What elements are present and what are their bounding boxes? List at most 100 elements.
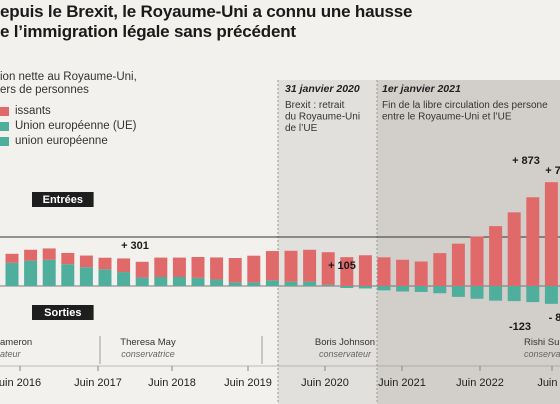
bar-eu [117, 272, 131, 286]
x-tick-label: Juin 2017 [74, 377, 122, 389]
bar-non-eu [321, 252, 335, 285]
pm-party: ateur [0, 349, 22, 359]
bar-eu [42, 259, 56, 286]
pm-name: Rishi Sun [524, 337, 560, 348]
legend-swatch [0, 107, 9, 116]
bar-non-eu [247, 255, 261, 283]
bar-eu [24, 260, 38, 286]
exits-label-bg [32, 305, 94, 320]
pm-name: ameron [0, 337, 32, 348]
bar-eu [526, 286, 540, 303]
exits-label: Sorties [44, 307, 81, 319]
pm-name: Boris Johnson [315, 337, 375, 348]
legend-swatch [0, 137, 9, 146]
x-tick-label: Juin 2021 [378, 377, 426, 389]
period-text: du Royaume-Uni [285, 112, 360, 123]
bar-non-eu [5, 253, 19, 263]
bar-eu [470, 286, 484, 299]
x-tick-label: Juin 2022 [456, 377, 504, 389]
bar-non-eu [544, 182, 558, 286]
bar-eu [61, 264, 75, 286]
pm-party: conservateur [319, 349, 372, 359]
bar-non-eu [377, 257, 391, 286]
bar-eu [135, 277, 149, 286]
bar-eu [396, 286, 410, 292]
title-line-1: epuis le Brexit, le Royaume-Uni a connu … [0, 2, 413, 21]
bar-non-eu [303, 249, 317, 282]
bar-non-eu [117, 258, 131, 273]
data-label: -123 [509, 321, 531, 333]
x-tick-label: uin 2016 [0, 377, 41, 389]
bar-eu [340, 286, 354, 289]
bar-eu [284, 281, 298, 286]
legend-label: Union européenne (UE) [15, 120, 137, 132]
bar-non-eu [24, 249, 38, 261]
period-text: Fin de la libre circulation des persone [382, 100, 548, 111]
bar-eu [79, 267, 93, 286]
pm-party: conservat [524, 349, 560, 359]
bar-non-eu [210, 257, 224, 280]
entries-label: Entrées [43, 194, 83, 206]
bar-eu [191, 277, 205, 286]
bar-non-eu [414, 261, 428, 286]
legend-item-eu-2: union européenne [0, 134, 136, 149]
bar-non-eu [470, 236, 484, 286]
legend-swatch [0, 122, 9, 131]
bar-non-eu [526, 197, 540, 286]
period-text: entre le Royaume-Uni et l’UE [382, 112, 512, 123]
bar-non-eu [451, 243, 465, 286]
pm-party: conservatrice [121, 349, 175, 359]
bar-non-eu [284, 250, 298, 282]
bar-non-eu [358, 255, 372, 286]
x-tick-label: Juin 2018 [148, 377, 196, 389]
bar-eu [507, 286, 521, 302]
data-label: + 7 [545, 165, 560, 177]
bar-non-eu [191, 257, 205, 278]
subtitle-line-2: ers de personnes [0, 84, 89, 96]
bar-eu [321, 284, 335, 286]
bar-eu [5, 262, 19, 286]
x-tick-label: Juin 2 [537, 377, 560, 389]
data-label: - 8 [549, 312, 560, 324]
legend-label: union européenne [15, 135, 108, 147]
bar-non-eu [79, 255, 93, 268]
data-label: + 301 [121, 240, 149, 252]
bar-eu [433, 286, 447, 294]
pm-name: Theresa May [120, 337, 176, 348]
bar-eu [489, 286, 503, 301]
bar-eu [544, 286, 558, 304]
bar-eu [172, 277, 186, 286]
bar-non-eu [265, 251, 279, 281]
legend-item-eu: Union européenne (UE) [0, 119, 136, 134]
legend-item-non-eu: issants [0, 104, 136, 119]
period-date: 31 janvier 2020 [285, 83, 360, 95]
bar-non-eu [135, 261, 149, 278]
data-label: + 873 [512, 155, 540, 167]
x-tick-label: Juin 2020 [301, 377, 349, 389]
bar-eu [377, 286, 391, 291]
bar-eu [210, 279, 224, 286]
data-label: + 105 [328, 260, 356, 272]
x-tick-label: Juin 2019 [224, 377, 272, 389]
bar-eu [98, 269, 112, 286]
bar-non-eu [172, 257, 186, 278]
bar-non-eu [396, 259, 410, 286]
period-text: Brexit : retrait [285, 100, 345, 111]
entries-label-bg [32, 192, 94, 207]
bar-non-eu [340, 257, 354, 286]
bar-non-eu [489, 226, 503, 286]
legend: issants Union européenne (UE) union euro… [0, 104, 136, 149]
chart-subtitle: ion nette au Royaume-Uni, ers de personn… [0, 71, 137, 97]
bar-eu [414, 286, 428, 292]
legend-label: issants [15, 105, 51, 117]
period-date: 1er janvier 2021 [382, 83, 461, 95]
bar-non-eu [61, 252, 75, 265]
bar-non-eu [154, 257, 168, 278]
title-line-2: e l’immigration légale sans précédent [0, 22, 296, 41]
bar-eu [265, 280, 279, 286]
bar-eu [228, 282, 242, 286]
bar-eu [154, 277, 168, 286]
bar-eu [451, 286, 465, 297]
bar-non-eu [433, 253, 447, 286]
